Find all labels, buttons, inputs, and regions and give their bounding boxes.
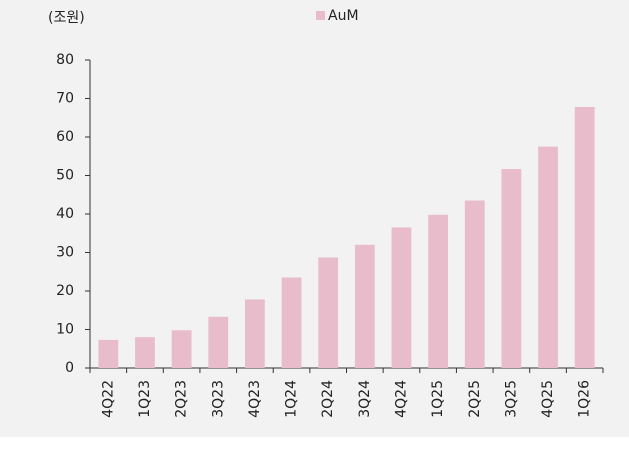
bar xyxy=(538,146,558,368)
legend-swatch xyxy=(316,11,325,20)
bar xyxy=(428,214,449,368)
y-tick-label: 20 xyxy=(56,283,74,299)
x-tick-label: 2Q23 xyxy=(174,380,190,418)
x-tick-label: 3Q24 xyxy=(357,380,373,418)
y-tick-label: 80 xyxy=(56,52,74,68)
x-tick-label: 2Q25 xyxy=(467,380,483,418)
bar xyxy=(464,200,485,368)
y-axis-label: (조원) xyxy=(48,10,85,26)
y-tick-label: 60 xyxy=(56,129,74,145)
bar xyxy=(318,257,339,368)
legend-label: AuM xyxy=(328,8,359,24)
x-tick-label: 4Q23 xyxy=(247,380,263,418)
y-tick-label: 10 xyxy=(56,322,74,338)
y-tick-label: 0 xyxy=(65,360,74,376)
x-tick-label: 4Q25 xyxy=(540,380,556,418)
bar xyxy=(281,277,302,368)
bar xyxy=(354,244,375,368)
bar xyxy=(244,299,265,368)
y-tick-label: 70 xyxy=(56,91,74,107)
x-tick-label: 3Q23 xyxy=(210,380,226,418)
bar xyxy=(391,227,412,368)
y-tick-label: 30 xyxy=(56,245,74,261)
y-tick-label: 50 xyxy=(56,168,74,184)
bar xyxy=(171,330,192,368)
bar xyxy=(501,168,522,368)
x-tick-label: 3Q25 xyxy=(503,380,519,418)
x-tick-label: 1Q23 xyxy=(137,380,153,418)
background xyxy=(0,0,629,437)
bar xyxy=(135,337,155,368)
x-tick-label: 1Q25 xyxy=(430,380,446,418)
bar xyxy=(208,316,229,368)
y-tick-label: 40 xyxy=(56,206,74,222)
bar xyxy=(574,106,595,368)
x-tick-label: 4Q22 xyxy=(100,380,116,418)
x-tick-label: 1Q24 xyxy=(284,380,300,418)
x-tick-label: 1Q26 xyxy=(577,380,593,418)
x-tick-label: 4Q24 xyxy=(393,380,409,418)
bar xyxy=(98,339,119,368)
x-tick-label: 2Q24 xyxy=(320,380,336,418)
